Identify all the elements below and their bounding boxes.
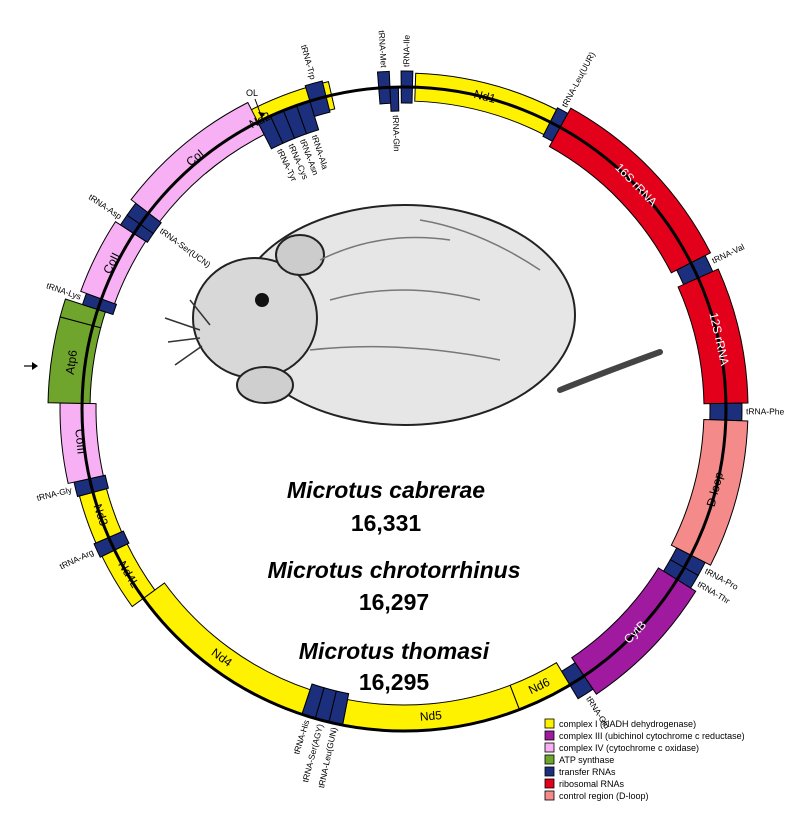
gene-label-trna-asp: tRNA-Asp [87,192,124,222]
gene-label-trna-leu-uur: tRNA-Leu(UUR) [559,50,597,109]
gene-label-nd1: Nd1 [472,87,497,106]
legend-swatch-complex1 [544,718,555,729]
gene-label-trna-gly: tRNA-Gly [36,485,74,503]
legend: complex I (NADH dehydrogenase) complex I… [544,718,745,801]
legend-swatch-rrna [544,778,555,789]
species-name-2: Microtus chrotorrhinus [267,557,520,583]
gene-label-trna-lys: tRNA-Lys [45,280,82,301]
gene-label-trna-trp: tRNA-Trp [299,44,318,81]
genome-length-1: 16,331 [351,510,422,536]
legend-swatch-dloop [544,790,555,801]
gene-label-trna-ser-ucn: tRNA-Ser(UCN) [158,226,213,270]
genome-length-3: 16,295 [359,669,430,695]
gene-label-atp6: Atp6 [63,349,80,376]
gene-label-trna-phe: tRNA-Phe [746,406,785,416]
gene-segment-nd4 [142,582,311,715]
genome-length-2: 16,297 [359,589,429,615]
species-name-3: Microtus thomasi [299,638,490,664]
legend-label-complex4: complex IV (cytochrome c oxidase) [559,743,699,753]
gene-label-trna-met: tRNA-Met [377,30,389,68]
gene-label-trna-arg: tRNA-Arg [58,547,95,571]
gene-label-trna-gln: tRNA-Gln [391,115,402,152]
species-name-1: Microtus cabrerae [287,477,485,503]
gene-segment-trna-gln [389,86,400,112]
gene-label-coiii: CoIII [72,428,88,455]
legend-label-rrna: ribosomal RNAs [559,779,625,789]
legend-label-atp: ATP synthase [559,755,614,765]
gene-label-trna-val: tRNA-Val [710,242,746,266]
gene-label-trna-ile: tRNA-Ile [401,35,411,67]
gene-segment-d-loop [670,418,749,566]
legend-swatch-complex4 [544,742,555,753]
legend-swatch-trna [544,766,555,777]
legend-label-trna: transfer RNAs [559,767,616,777]
origin-label: OL [246,88,258,98]
legend-label-complex3: complex III (ubichinol cytochrome c redu… [559,731,745,741]
gene-segment-16s-rrna [548,107,712,274]
gene-segment-12s-rrna [677,268,749,405]
genome-ring [80,85,728,733]
legend-swatch-atp [544,754,555,765]
vole-illustration [164,204,663,426]
gene-label-nd5: Nd5 [419,708,442,724]
legend-label-complex1: complex I (NADH dehydrogenase) [559,719,696,729]
gene-label-nd3: Nd3 [91,502,112,528]
legend-swatch-complex3 [544,730,555,741]
legend-label-dloop: control region (D-loop) [559,791,649,801]
